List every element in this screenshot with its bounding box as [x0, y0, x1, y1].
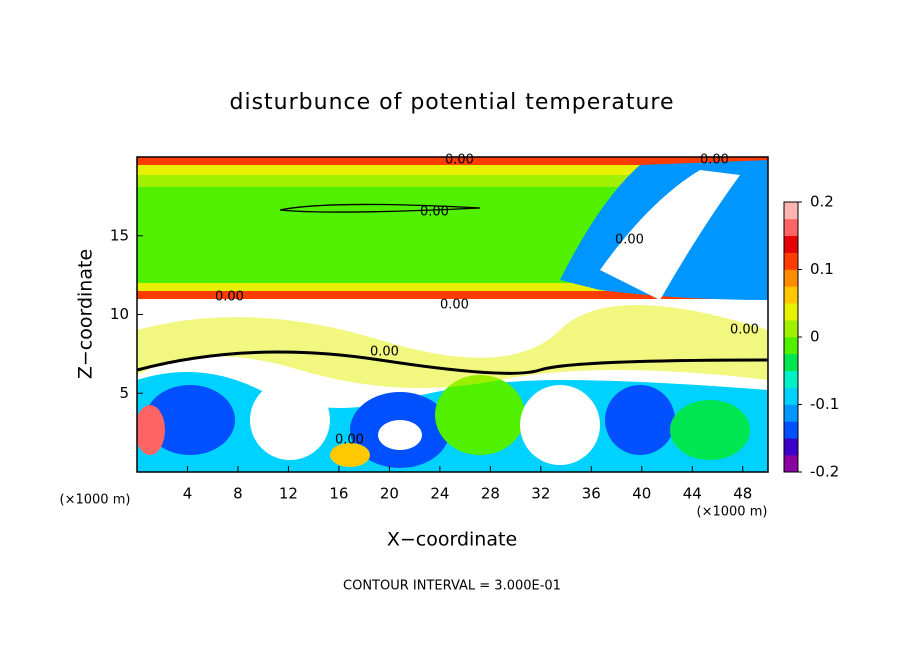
x-tick-label: 24 — [430, 485, 449, 503]
contour-label: 0.00 — [370, 345, 399, 360]
y-axis-label: Z−coordinate — [75, 249, 97, 379]
contour-label: 0.00 — [445, 153, 474, 168]
colorbar-swatch — [784, 404, 798, 422]
x-tick-label: 4 — [183, 485, 193, 503]
x-tick-label: 48 — [733, 485, 752, 503]
contour-label: 0.00 — [730, 323, 759, 338]
x-tick-label: 44 — [683, 485, 702, 503]
x-tick-label: 8 — [233, 485, 243, 503]
colorbar-tick-label: 0.1 — [810, 260, 834, 278]
colorbar-swatch — [784, 235, 798, 253]
colorbar-tick-label: 0.2 — [810, 193, 834, 211]
colorbar-swatch — [784, 353, 798, 372]
x-tick-label: 32 — [531, 485, 550, 503]
contour-label: 0.00 — [615, 233, 644, 248]
x-tick-label: 12 — [279, 485, 298, 503]
colorbar-swatch — [784, 337, 798, 355]
colorbar-tick-label: -0.2 — [810, 463, 839, 481]
colorbar-swatch — [784, 286, 798, 304]
colorbar-swatch — [784, 303, 798, 321]
colorbar-swatch — [784, 320, 798, 338]
colorbar-swatch — [784, 269, 798, 287]
x-tick-label: 20 — [380, 485, 399, 503]
colorbar-swatch — [784, 387, 798, 405]
x-unit: (×1000 m) — [697, 505, 768, 520]
contour-label: 0.00 — [335, 433, 364, 448]
x-axis-label: X−coordinate — [387, 529, 517, 551]
colorbar-swatch — [784, 455, 798, 473]
colorbar-swatch — [784, 370, 798, 388]
footer: CONTOUR INTERVAL = 3.000E-01 — [343, 579, 561, 594]
contour-label: 0.00 — [440, 298, 469, 313]
contour-label: 0.00 — [215, 290, 244, 305]
colorbar-tick-label: 0 — [810, 328, 820, 346]
x-tick-label: 40 — [632, 485, 651, 503]
y-tick-label: 5 — [119, 384, 129, 402]
y-tick-label: 10 — [110, 305, 129, 323]
y-unit: (×1000 m) — [60, 493, 131, 508]
contour-label: 0.00 — [420, 205, 449, 220]
x-tick-label: 36 — [582, 485, 601, 503]
colorbar-swatch — [784, 438, 798, 456]
x-tick-label: 16 — [329, 485, 348, 503]
chart-title: disturbunce of potential temperature — [230, 90, 675, 115]
colorbar-tick-label: -0.1 — [810, 395, 839, 413]
colorbar-swatch — [784, 421, 798, 439]
x-tick-label: 28 — [481, 485, 500, 503]
contour-label: 0.00 — [700, 153, 729, 168]
colorbar-swatch — [784, 218, 798, 237]
field — [137, 157, 768, 472]
colorbar-swatch — [784, 252, 798, 270]
colorbar-swatch — [784, 202, 798, 220]
y-tick-label: 15 — [110, 226, 129, 244]
